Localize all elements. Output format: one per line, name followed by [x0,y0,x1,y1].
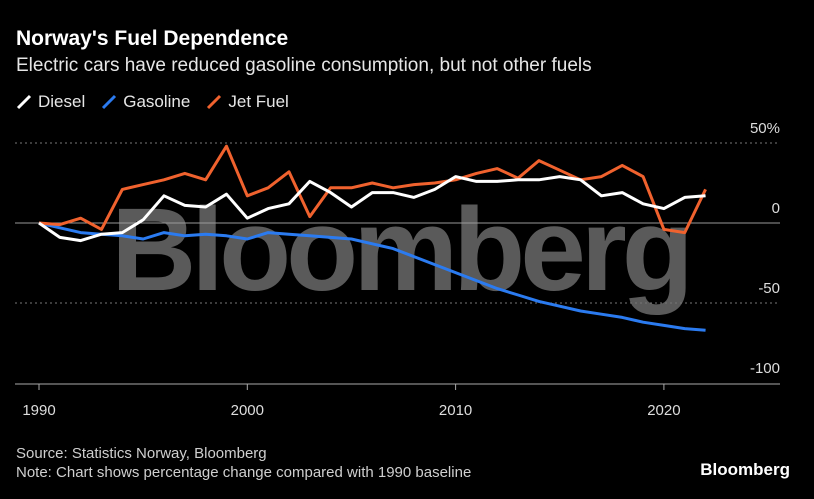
bloomberg-logo: Bloomberg [700,460,790,479]
legend-label-diesel: Diesel [38,92,86,111]
diesel-swatch [16,94,32,110]
y-tick-label: -100 [750,360,780,377]
source-note: Source: Statistics Norway, Bloomberg [16,445,267,462]
series-diesel [38,175,706,243]
legend-label-jet-fuel: Jet Fuel [228,92,289,111]
x-tick-label: 1990 [22,402,55,419]
x-tick-label: 2000 [231,402,264,419]
jet-fuel-swatch [207,94,222,110]
chart-subtitle: Electric cars have reduced gasoline cons… [16,55,592,76]
y-tick-label: 0 [772,200,780,217]
x-tick-label: 2010 [439,402,472,419]
gasoline-swatch [102,94,117,110]
chart-title: Norway's Fuel Dependence [16,27,289,50]
x-tick-label: 2020 [647,402,680,419]
legend-item-diesel: Diesel [16,92,85,112]
y-tick-label: -50 [758,280,780,297]
legend-label-gasoline: Gasoline [123,92,191,111]
footnote: Note: Chart shows percentage change comp… [16,464,472,481]
series-jet-fuel [38,144,707,235]
legend-item-jet-fuel: Jet Fuel [206,92,289,112]
legend-item-gasoline: Gasoline [101,92,190,112]
y-tick-label: 50% [750,120,780,137]
legend: Diesel Gasoline Jet Fuel [16,92,289,112]
